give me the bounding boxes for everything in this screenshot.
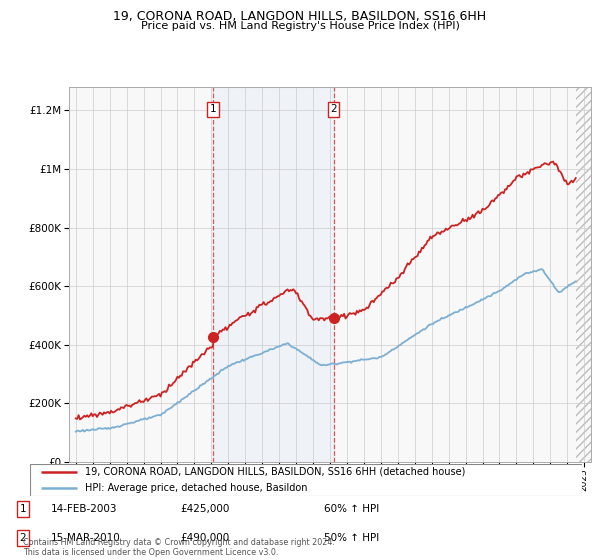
Text: 1: 1 <box>19 504 26 514</box>
Text: 19, CORONA ROAD, LANGDON HILLS, BASILDON, SS16 6HH: 19, CORONA ROAD, LANGDON HILLS, BASILDON… <box>113 10 487 23</box>
Text: £490,000: £490,000 <box>180 533 229 543</box>
Text: 2: 2 <box>19 533 26 543</box>
Text: 1: 1 <box>210 104 217 114</box>
Text: Contains HM Land Registry data © Crown copyright and database right 2024.
This d: Contains HM Land Registry data © Crown c… <box>23 538 335 557</box>
Text: 2: 2 <box>330 104 337 114</box>
Bar <box>576 87 591 462</box>
Text: 15-MAR-2010: 15-MAR-2010 <box>51 533 121 543</box>
Text: 60% ↑ HPI: 60% ↑ HPI <box>324 504 379 514</box>
Text: £425,000: £425,000 <box>180 504 229 514</box>
Bar <box>214 87 334 462</box>
Text: 50% ↑ HPI: 50% ↑ HPI <box>324 533 379 543</box>
FancyBboxPatch shape <box>30 464 582 496</box>
Bar <box>576 87 591 462</box>
Text: 19, CORONA ROAD, LANGDON HILLS, BASILDON, SS16 6HH (detached house): 19, CORONA ROAD, LANGDON HILLS, BASILDON… <box>85 466 466 477</box>
Text: 14-FEB-2003: 14-FEB-2003 <box>51 504 118 514</box>
Text: Price paid vs. HM Land Registry's House Price Index (HPI): Price paid vs. HM Land Registry's House … <box>140 21 460 31</box>
Text: HPI: Average price, detached house, Basildon: HPI: Average price, detached house, Basi… <box>85 483 308 493</box>
